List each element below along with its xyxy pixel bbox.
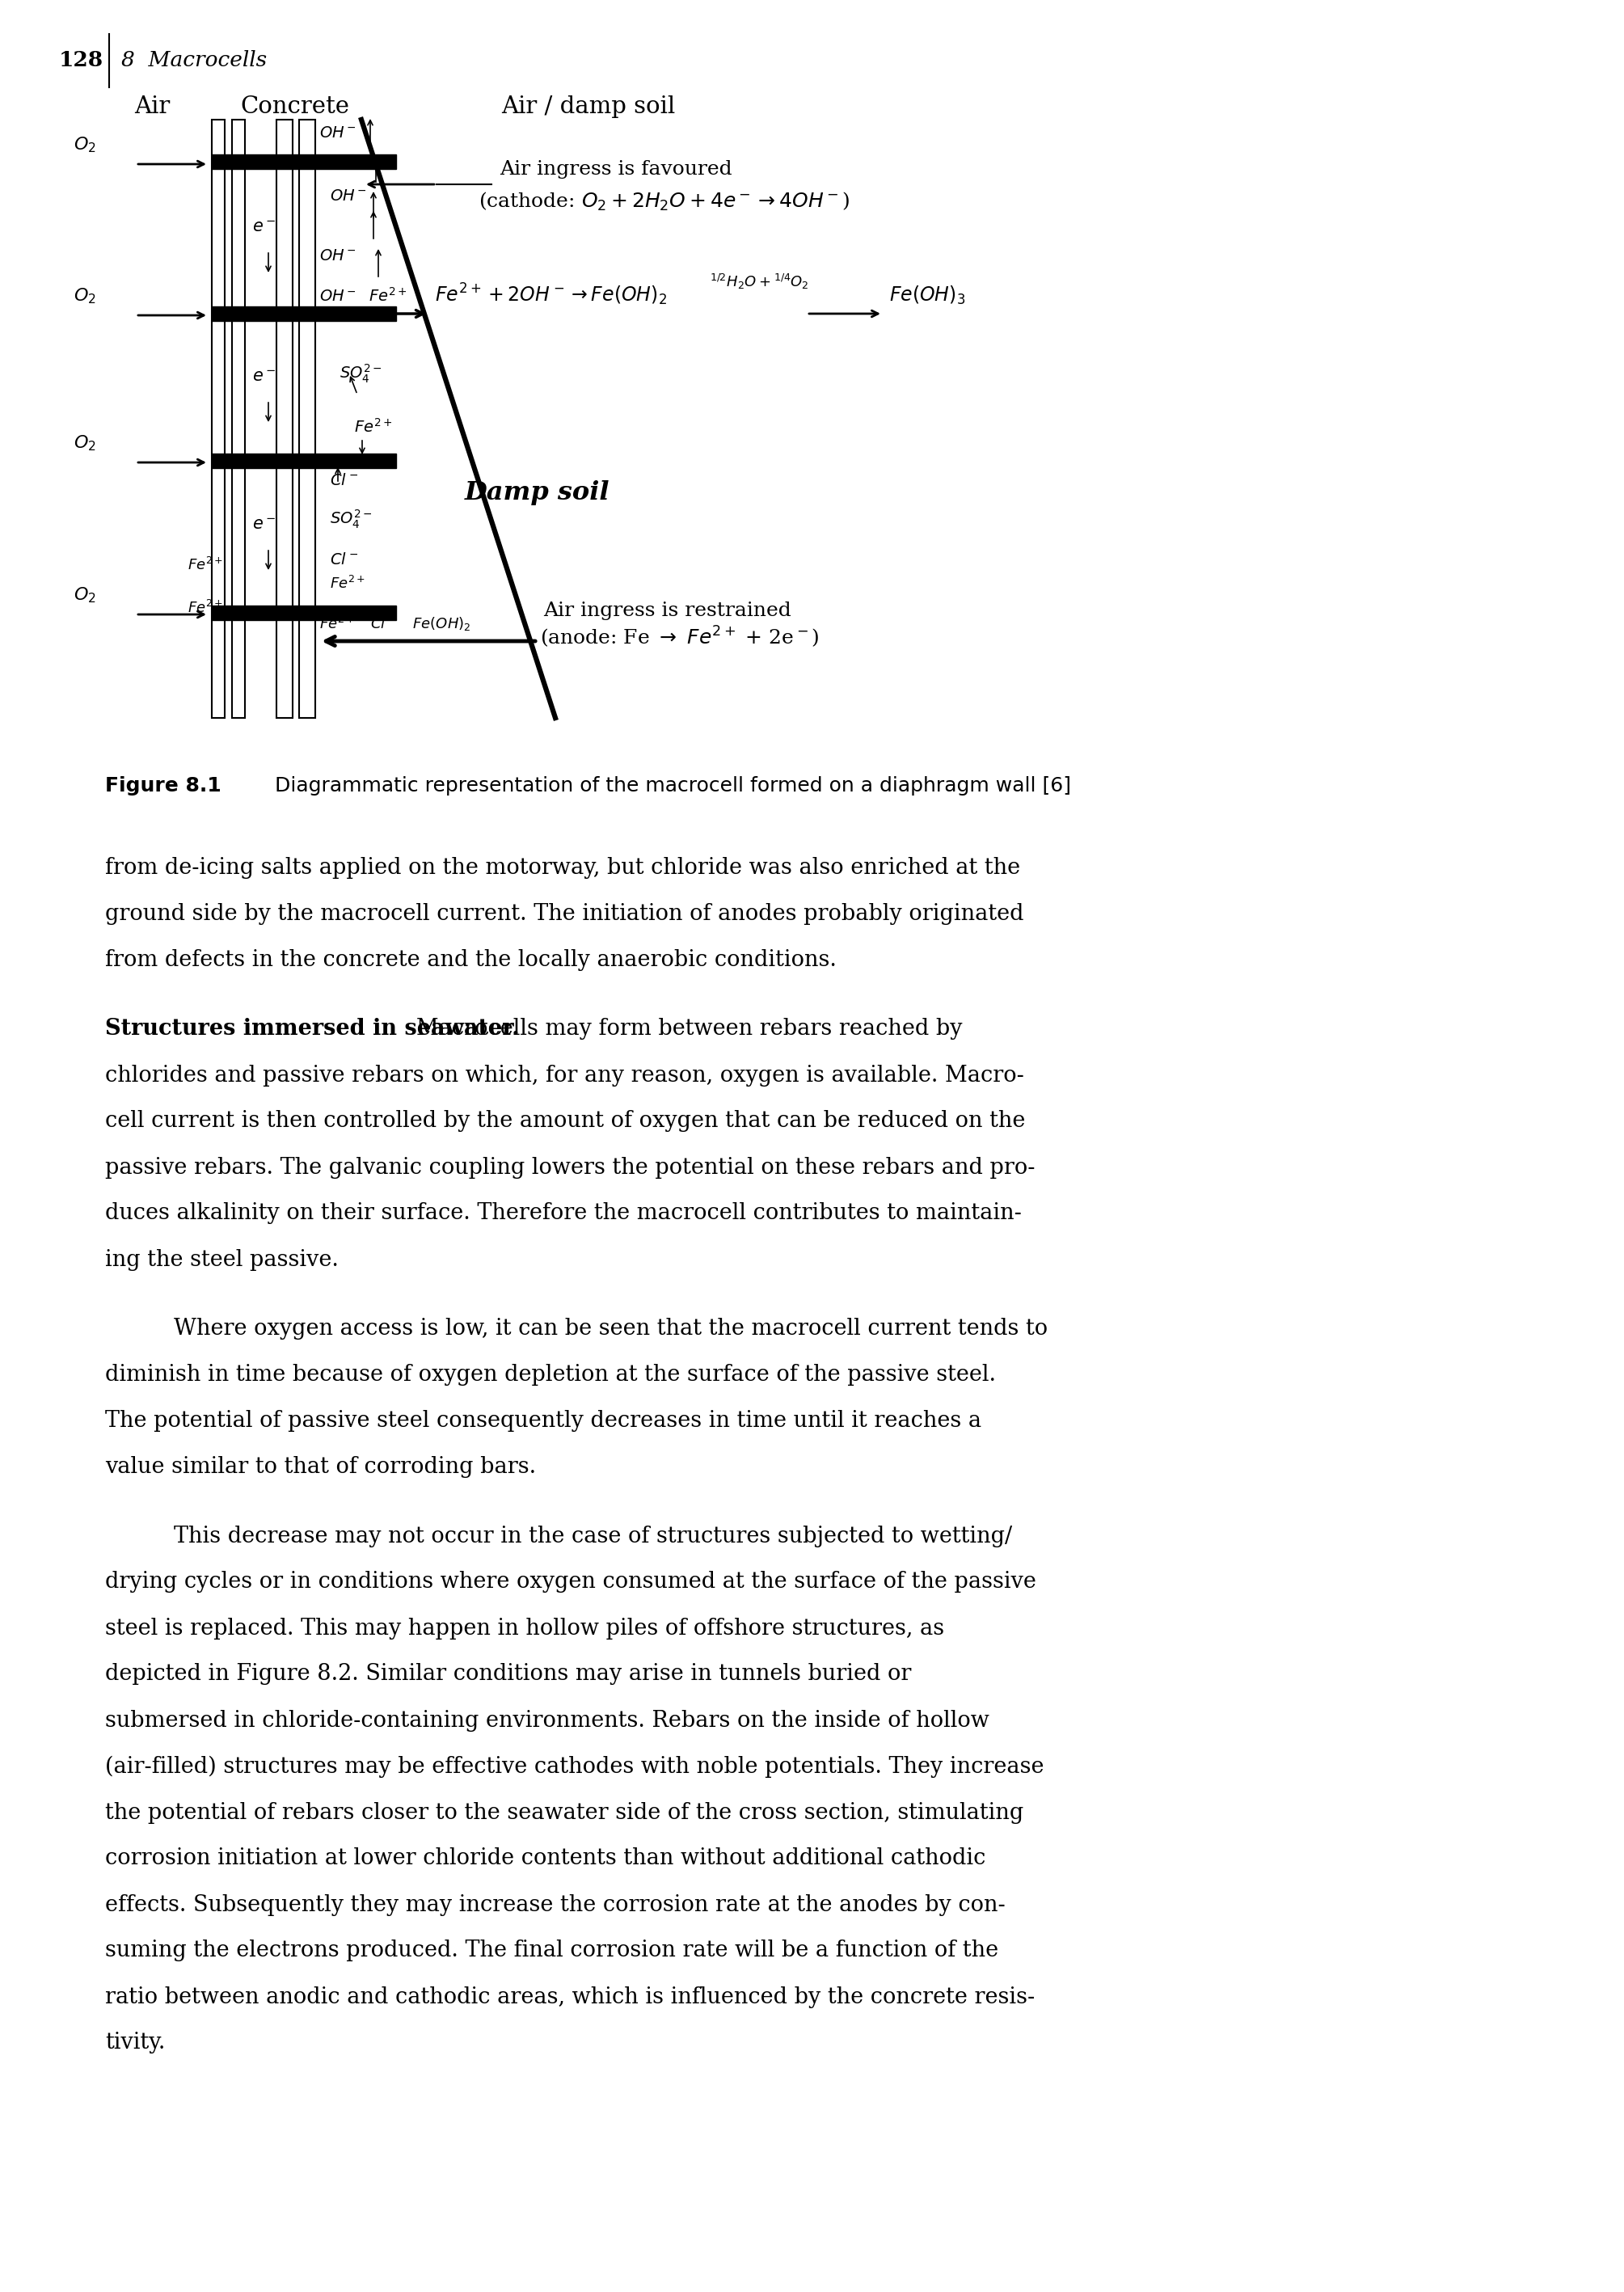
Text: from de-icing salts applied on the motorway, but chloride was also enriched at t: from de-icing salts applied on the motor…: [106, 857, 1020, 878]
Text: Concrete: Concrete: [240, 96, 349, 117]
Text: $Fe^{2+}$   $Cl^-$   $Fe(OH)_2$: $Fe^{2+}$ $Cl^-$ $Fe(OH)_2$: [320, 614, 471, 633]
Text: submersed in chloride-containing environments. Rebars on the inside of hollow: submersed in chloride-containing environ…: [106, 1710, 989, 1730]
Text: $OH^-$  $Fe^{2+}$: $OH^-$ $Fe^{2+}$: [320, 286, 408, 305]
Text: Air: Air: [135, 96, 171, 117]
Text: steel is replaced. This may happen in hollow piles of offshore structures, as: steel is replaced. This may happen in ho…: [106, 1618, 944, 1639]
Text: $Fe^{2+}$: $Fe^{2+}$: [354, 417, 393, 435]
Text: $O_2$: $O_2$: [73, 433, 96, 452]
Text: Damp soil: Damp soil: [464, 481, 611, 504]
Text: Macrocells may form between rebars reached by: Macrocells may form between rebars reach…: [395, 1018, 961, 1041]
Text: duces alkalinity on their surface. Therefore the macrocell contributes to mainta: duces alkalinity on their surface. There…: [106, 1203, 1021, 1224]
Bar: [211, 605, 396, 621]
Bar: [211, 454, 396, 468]
Text: $Fe^{2+} + 2OH^- \rightarrow Fe(OH)_2$: $Fe^{2+} + 2OH^- \rightarrow Fe(OH)_2$: [435, 282, 667, 307]
Text: ground side by the macrocell current. The initiation of anodes probably originat: ground side by the macrocell current. Th…: [106, 903, 1023, 926]
Text: $Fe(OH)_3$: $Fe(OH)_3$: [890, 284, 965, 307]
Text: $O_2$: $O_2$: [73, 584, 96, 605]
Text: $OH^-$: $OH^-$: [320, 126, 357, 140]
Text: $Fe^{2+}$: $Fe^{2+}$: [187, 557, 222, 573]
Text: $Fe^{2+}$: $Fe^{2+}$: [330, 575, 365, 591]
Text: The potential of passive steel consequently decreases in time until it reaches a: The potential of passive steel consequen…: [106, 1410, 981, 1432]
Text: Where oxygen access is low, it can be seen that the macrocell current tends to: Where oxygen access is low, it can be se…: [174, 1318, 1047, 1339]
Text: $SO_4^{2-}$: $SO_4^{2-}$: [330, 509, 372, 529]
Text: effects. Subsequently they may increase the corrosion rate at the anodes by con-: effects. Subsequently they may increase …: [106, 1893, 1005, 1916]
Text: Diagrammatic representation of the macrocell formed on a diaphragm wall [6]: Diagrammatic representation of the macro…: [255, 777, 1072, 795]
Text: (air-filled) structures may be effective cathodes with noble potentials. They in: (air-filled) structures may be effective…: [106, 1756, 1044, 1779]
Text: $OH^-$: $OH^-$: [330, 190, 367, 204]
Text: $e^-$: $e^-$: [252, 518, 276, 532]
Text: value similar to that of corroding bars.: value similar to that of corroding bars.: [106, 1455, 536, 1478]
Text: ratio between anodic and cathodic areas, which is influenced by the concrete res: ratio between anodic and cathodic areas,…: [106, 1985, 1034, 2008]
Text: ing the steel passive.: ing the steel passive.: [106, 1249, 338, 1270]
Text: Air ingress is restrained: Air ingress is restrained: [542, 601, 791, 621]
Text: the potential of rebars closer to the seawater side of the cross section, stimul: the potential of rebars closer to the se…: [106, 1802, 1023, 1824]
Text: (anode: Fe $\rightarrow$ $Fe^{2+}$ + 2e$^-$): (anode: Fe $\rightarrow$ $Fe^{2+}$ + 2e$…: [541, 623, 820, 649]
Text: $SO_4^{2-}$: $SO_4^{2-}$: [339, 362, 382, 385]
Text: chlorides and passive rebars on which, for any reason, oxygen is available. Macr: chlorides and passive rebars on which, f…: [106, 1063, 1025, 1086]
Text: $e^-$: $e^-$: [252, 369, 276, 385]
Text: (cathode: $O_2 + 2H_2O + 4e^- \rightarrow 4OH^-$): (cathode: $O_2 + 2H_2O + 4e^- \rightarro…: [479, 190, 849, 213]
Text: $Fe^{2+}$: $Fe^{2+}$: [187, 601, 222, 617]
Text: 128: 128: [58, 50, 104, 71]
Text: $^{1/2}H_2O + ^{1/4}O_2$: $^{1/2}H_2O + ^{1/4}O_2$: [710, 273, 809, 291]
Bar: [232, 119, 245, 717]
Text: This decrease may not occur in the case of structures subjected to wetting/: This decrease may not occur in the case …: [174, 1524, 1012, 1547]
Text: $OH^-$: $OH^-$: [320, 250, 357, 264]
Text: diminish in time because of oxygen depletion at the surface of the passive steel: diminish in time because of oxygen deple…: [106, 1364, 996, 1387]
Text: $Cl^-$: $Cl^-$: [330, 472, 359, 488]
Text: cell current is then controlled by the amount of oxygen that can be reduced on t: cell current is then controlled by the a…: [106, 1109, 1025, 1132]
Bar: [211, 154, 396, 170]
Bar: [211, 119, 224, 717]
Text: drying cycles or in conditions where oxygen consumed at the surface of the passi: drying cycles or in conditions where oxy…: [106, 1572, 1036, 1593]
Text: $Cl^-$: $Cl^-$: [330, 552, 359, 568]
Text: Structures immersed in seawater.: Structures immersed in seawater.: [106, 1018, 520, 1041]
Text: $O_2$: $O_2$: [73, 286, 96, 305]
Text: suming the electrons produced. The final corrosion rate will be a function of th: suming the electrons produced. The final…: [106, 1939, 999, 1962]
Text: passive rebars. The galvanic coupling lowers the potential on these rebars and p: passive rebars. The galvanic coupling lo…: [106, 1157, 1034, 1178]
Text: Air / damp soil: Air / damp soil: [502, 96, 676, 117]
Text: from defects in the concrete and the locally anaerobic conditions.: from defects in the concrete and the loc…: [106, 949, 836, 972]
Bar: [299, 119, 315, 717]
Text: Air ingress is favoured: Air ingress is favoured: [500, 160, 732, 179]
Bar: [276, 119, 292, 717]
Text: $e^-$: $e^-$: [252, 220, 276, 236]
Bar: [211, 307, 396, 321]
Text: tivity.: tivity.: [106, 2033, 166, 2054]
Text: depicted in Figure 8.2. Similar conditions may arise in tunnels buried or: depicted in Figure 8.2. Similar conditio…: [106, 1664, 911, 1685]
Text: $O_2$: $O_2$: [73, 135, 96, 154]
Text: 8  Macrocells: 8 Macrocells: [122, 50, 266, 71]
Text: Figure 8.1: Figure 8.1: [106, 777, 221, 795]
Text: corrosion initiation at lower chloride contents than without additional cathodic: corrosion initiation at lower chloride c…: [106, 1847, 986, 1870]
